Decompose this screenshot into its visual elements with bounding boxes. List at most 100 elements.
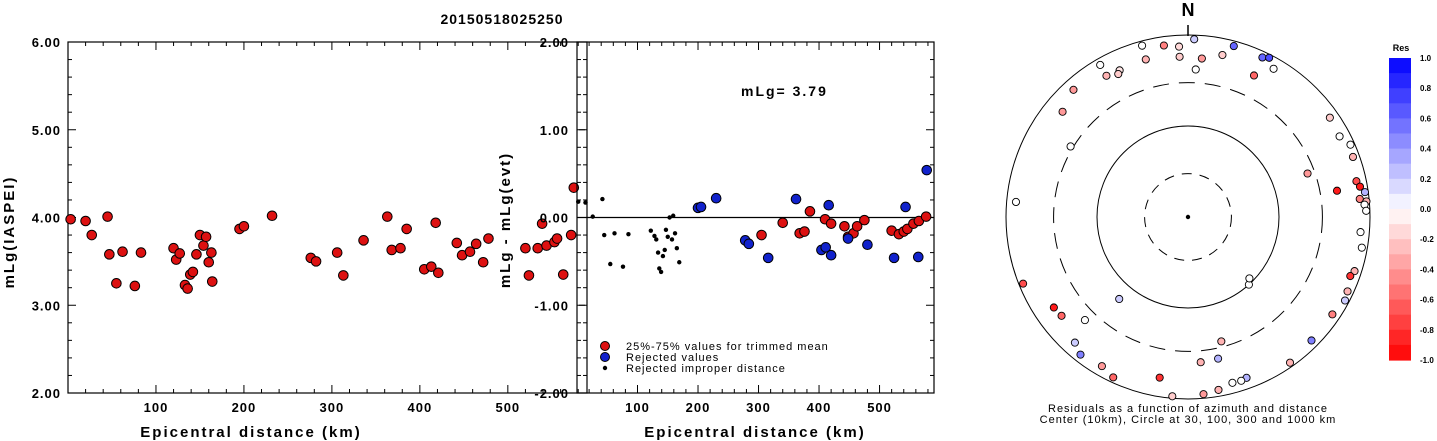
- plot2-point-improper: [620, 264, 626, 269]
- plot2-point: [839, 220, 850, 232]
- polar-point: [1245, 274, 1254, 283]
- colorbar-cell: [1389, 148, 1411, 165]
- polar-point: [1346, 272, 1355, 281]
- plot1-point: [331, 247, 343, 258]
- colorbar-cell: [1389, 88, 1411, 104]
- plot2-ticks: 100 200 300 400 500 -2.00 -1.00 0.00 1.00 2.00: [534, 35, 934, 415]
- plot1-x-tick-label: 300: [320, 400, 345, 415]
- plot2-point: [920, 211, 932, 222]
- colorbar-cell: [1389, 133, 1411, 150]
- polar-point: [1307, 336, 1316, 345]
- polar-point: [1343, 287, 1352, 296]
- plot1-point: [102, 211, 113, 222]
- plot2-point-improper: [612, 231, 617, 236]
- page-title: 20150518025250: [440, 11, 563, 27]
- plot2-annotation: mLg= 3.79: [741, 83, 828, 99]
- plot2-y-tick-label: 2.00: [540, 35, 569, 50]
- polar-point: [1011, 197, 1021, 206]
- colorbar-label: -0.4: [1420, 265, 1434, 274]
- plot1-x-tick-label: 200: [232, 400, 257, 415]
- plot2-point-improper: [672, 231, 678, 236]
- colorbar-label: 0.2: [1420, 175, 1432, 184]
- polar-point: [1348, 152, 1358, 161]
- polar-point: [1218, 50, 1227, 60]
- colorbar-label: 1.0: [1420, 54, 1432, 63]
- plot1-point: [532, 242, 544, 254]
- plot2-point-improper: [677, 260, 682, 265]
- plot2-y-tick-label: -1.00: [534, 298, 569, 313]
- colorbar-cell: [1389, 254, 1411, 270]
- plot2-point: [799, 226, 810, 237]
- ring-300km: [1053, 82, 1323, 352]
- colorbar-cell: [1389, 58, 1411, 74]
- polar-point: [1196, 358, 1205, 367]
- polar-point: [1076, 350, 1085, 359]
- colorbar-cell: [1389, 284, 1411, 301]
- plot1-y-tick-label: 5.00: [32, 123, 61, 138]
- plot2-point-improper: [663, 227, 669, 232]
- polar-point: [1197, 54, 1206, 63]
- colorbar-label: -0.6: [1420, 296, 1434, 305]
- polar-point: [1249, 71, 1259, 80]
- plot1-point: [129, 280, 141, 292]
- plot2-point-improper: [657, 266, 662, 271]
- plot1-ylabel: mLg(IASPEI): [1, 176, 18, 289]
- colorbar-cell: [1389, 269, 1411, 286]
- plot2-point-improper: [655, 250, 661, 255]
- polar-point: [1175, 52, 1184, 61]
- polar-point: [1115, 294, 1124, 304]
- plot2-point-improper: [660, 253, 666, 259]
- colorbar-label: -0.8: [1420, 326, 1434, 335]
- plot2-point: [859, 214, 870, 226]
- plot2-point-improper: [665, 234, 670, 240]
- polar-point: [1362, 206, 1371, 215]
- plot2-point: [825, 249, 837, 261]
- plot2-point: [820, 242, 831, 253]
- plot1-point: [382, 211, 393, 222]
- polar-point: [1214, 385, 1223, 394]
- plot1-point: [80, 215, 91, 227]
- colorbar-cell: [1389, 329, 1411, 346]
- plot1-point: [430, 217, 441, 229]
- plot2-point: [762, 252, 774, 264]
- colorbar-cell: [1389, 118, 1411, 135]
- plot1-point: [310, 256, 322, 267]
- plot1-point: [111, 278, 122, 289]
- plot1-point: [401, 223, 412, 235]
- polar-point: [1237, 376, 1246, 385]
- plot1-point: [182, 283, 193, 294]
- plot1-point: [117, 246, 128, 258]
- plot1-point: [266, 210, 278, 222]
- plot2-point: [825, 218, 837, 229]
- plot2-point: [851, 220, 863, 232]
- plot1-point: [426, 261, 437, 272]
- legend-swatch-black: [602, 365, 608, 371]
- plot1-point: [65, 213, 76, 225]
- colorbar-label: -1.0: [1420, 356, 1434, 365]
- polar-point: [1191, 65, 1200, 74]
- plot1-point: [206, 276, 218, 287]
- polar-point: [1332, 186, 1342, 195]
- polar-point: [1097, 362, 1106, 371]
- polar-point: [1269, 64, 1278, 73]
- plot1-x-tick-label: 100: [144, 400, 169, 415]
- plot2-point: [756, 229, 767, 241]
- colorbar-cell: [1389, 178, 1411, 195]
- polar-point: [1190, 35, 1199, 44]
- plot1-point: [451, 237, 463, 249]
- plot1-ticks: 100 200 300 400 500 2.00 3.00 4.00 5.00 6.00: [32, 35, 587, 415]
- plot2-point: [862, 239, 873, 251]
- plot1-point: [477, 256, 489, 268]
- polar-caption-1: Residuals as a function of azimuth and d…: [1048, 403, 1328, 415]
- polar-point: [1019, 279, 1028, 288]
- colorbar-label: 0.8: [1420, 84, 1432, 93]
- plot1-point: [135, 247, 147, 258]
- plot1-point: [203, 256, 215, 268]
- plot2-point-improper: [600, 196, 605, 202]
- plot1-y-tick-label: 2.00: [32, 386, 61, 401]
- magnitude-vs-distance-plot: 100 200 300 400 500 2.00 3.00 4.00 5.00 6.00 Epic…: [1, 35, 588, 441]
- plot2-point-improper: [608, 261, 613, 267]
- polar-point: [1328, 310, 1337, 319]
- plot2-point: [912, 251, 924, 263]
